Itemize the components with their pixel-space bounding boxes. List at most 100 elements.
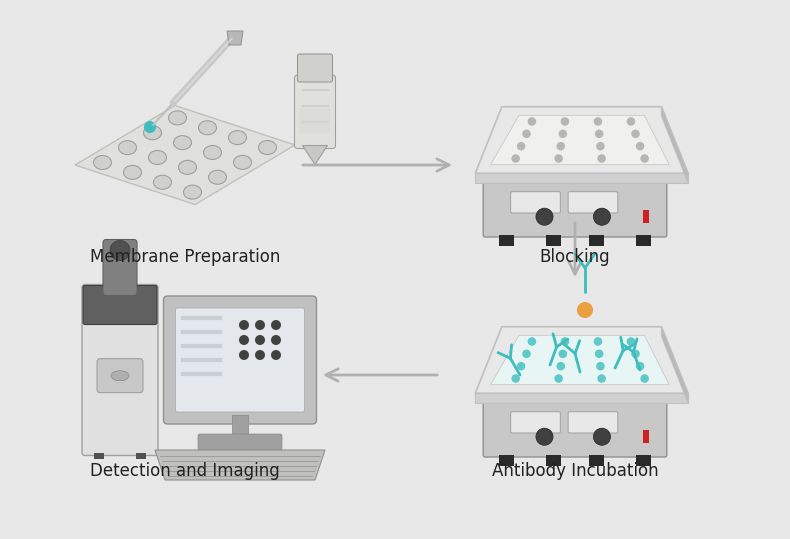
Circle shape [536,208,553,225]
Ellipse shape [228,130,246,144]
Ellipse shape [149,150,167,164]
Circle shape [110,240,130,260]
Polygon shape [476,393,688,403]
Circle shape [517,142,525,150]
FancyBboxPatch shape [483,181,667,237]
FancyBboxPatch shape [175,308,304,412]
Circle shape [561,337,570,345]
Circle shape [144,121,156,133]
Circle shape [255,335,265,345]
Circle shape [593,337,602,345]
Bar [136,453,146,459]
Circle shape [636,142,645,150]
Ellipse shape [111,371,129,381]
Circle shape [595,350,604,358]
Ellipse shape [153,175,171,189]
Circle shape [271,320,281,330]
Ellipse shape [174,136,191,150]
Text: Blocking: Blocking [540,248,611,266]
Polygon shape [227,31,243,45]
Circle shape [595,129,604,138]
Bar [94,453,104,459]
Circle shape [577,302,593,318]
Circle shape [556,362,565,370]
FancyBboxPatch shape [299,108,330,133]
Ellipse shape [183,185,201,199]
Circle shape [596,142,604,150]
Circle shape [528,337,536,345]
Polygon shape [75,106,295,204]
Ellipse shape [204,146,221,160]
Circle shape [626,117,635,126]
Ellipse shape [198,121,216,135]
Circle shape [511,374,520,383]
Polygon shape [661,107,688,183]
Circle shape [239,350,249,360]
Polygon shape [155,450,325,480]
Circle shape [559,350,567,358]
Circle shape [631,129,640,138]
Circle shape [555,154,563,163]
Circle shape [522,129,531,138]
Circle shape [559,129,567,138]
Bar [499,455,514,466]
Polygon shape [476,173,688,183]
Bar [643,210,649,223]
Bar [546,455,561,466]
Bar [636,235,651,246]
Bar [643,430,649,444]
Ellipse shape [123,165,141,179]
Circle shape [597,154,606,163]
Circle shape [271,350,281,360]
FancyBboxPatch shape [83,286,157,324]
Circle shape [239,320,249,330]
Bar [499,235,514,246]
Circle shape [555,374,563,383]
Polygon shape [303,146,328,164]
FancyBboxPatch shape [298,54,333,82]
Circle shape [556,142,565,150]
Polygon shape [491,335,669,385]
Circle shape [536,428,553,445]
Ellipse shape [118,141,137,155]
Circle shape [626,337,635,345]
Circle shape [631,350,640,358]
Ellipse shape [168,111,186,125]
FancyBboxPatch shape [97,359,143,393]
Bar [589,455,604,466]
Text: Detection and Imaging: Detection and Imaging [90,462,280,480]
Text: Antibody Incubation: Antibody Incubation [491,462,658,480]
FancyBboxPatch shape [568,412,618,433]
Ellipse shape [93,155,111,169]
Circle shape [528,117,536,126]
Circle shape [596,362,604,370]
Circle shape [593,428,611,445]
Bar [636,455,651,466]
Circle shape [517,362,525,370]
FancyBboxPatch shape [103,239,137,295]
FancyBboxPatch shape [568,192,618,213]
FancyBboxPatch shape [198,434,282,450]
Circle shape [636,362,645,370]
FancyBboxPatch shape [510,412,560,433]
FancyBboxPatch shape [483,401,667,457]
Circle shape [239,335,249,345]
Bar [232,415,248,437]
FancyBboxPatch shape [82,285,158,455]
Circle shape [597,374,606,383]
Circle shape [641,374,649,383]
Ellipse shape [179,161,197,175]
Circle shape [561,117,570,126]
Circle shape [593,208,611,225]
FancyBboxPatch shape [510,192,560,213]
Bar [546,235,561,246]
Circle shape [255,320,265,330]
Ellipse shape [209,170,227,184]
FancyBboxPatch shape [164,296,317,424]
Circle shape [593,117,602,126]
Circle shape [271,335,281,345]
FancyBboxPatch shape [295,75,336,149]
Circle shape [522,350,531,358]
Ellipse shape [234,155,251,169]
Polygon shape [476,107,688,173]
